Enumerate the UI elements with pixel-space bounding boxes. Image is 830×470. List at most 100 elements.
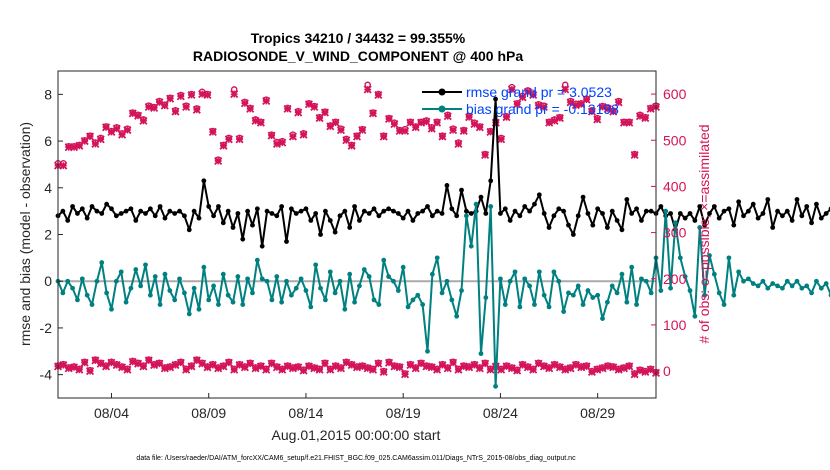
bias-point — [566, 290, 571, 296]
bias-point — [687, 288, 693, 293]
bias-point — [138, 283, 144, 289]
axes: -4 -2 0 2 4 6 8 0 100 200 300 400 500 600 08/04 08/09 08… — [40, 86, 687, 421]
rmse-point — [707, 211, 712, 216]
obs-assimilated-marker-plus — [182, 103, 190, 111]
bias-point — [741, 278, 746, 284]
rmse-point — [463, 208, 469, 214]
bias-point — [386, 274, 392, 279]
obs-assimilated-marker-plus — [214, 157, 222, 165]
rmse-point — [726, 206, 732, 212]
obs-assimilated-marker-plus — [310, 103, 318, 111]
rmse-point — [648, 208, 654, 214]
bias-point — [760, 278, 766, 284]
obs-assimilated-marker-plus — [140, 363, 147, 370]
bias-point — [264, 278, 270, 284]
bias-point — [522, 276, 528, 282]
bias-point — [444, 278, 450, 284]
bias-point — [736, 269, 742, 275]
rmse-point — [240, 236, 246, 242]
bias-point — [318, 285, 323, 291]
rmse-point — [770, 225, 776, 230]
rmse-point — [575, 213, 581, 219]
obs-assimilated-marker-plus — [556, 114, 564, 122]
y-right-tick-label: 500 — [663, 132, 687, 148]
rmse-point — [60, 208, 66, 214]
obs-assimilated-marker-plus — [529, 366, 537, 374]
bias-point — [488, 204, 494, 209]
rmse-point — [449, 206, 455, 212]
rmse-point — [755, 215, 761, 221]
obs-assimilated-marker-plus — [118, 131, 126, 139]
rmse-point — [429, 213, 435, 219]
bias-point — [347, 271, 353, 277]
bias-point — [459, 288, 464, 293]
bias-point — [391, 278, 396, 284]
bias-point — [639, 276, 644, 282]
rmse-point — [624, 197, 630, 202]
bias-point — [405, 304, 411, 310]
bias-point — [415, 292, 421, 298]
bias-point — [507, 278, 513, 284]
y-right-tick-label: 400 — [663, 178, 687, 194]
rmse-point — [507, 218, 513, 223]
obs-assimilated-marker-plus — [300, 131, 308, 139]
bias-point — [818, 285, 824, 291]
obs-assimilated-marker-plus — [193, 106, 201, 114]
bias-point — [162, 271, 168, 277]
obs-assimilated-marker-plus — [209, 128, 217, 136]
obs-assimilated-marker-plus — [70, 143, 78, 151]
obs-assimilated-marker-plus — [188, 91, 195, 99]
bias-point — [123, 299, 129, 305]
bias-point — [308, 304, 314, 310]
rmse-point — [760, 211, 766, 216]
rmse-point — [425, 204, 430, 209]
obs-assimilated-marker-plus — [225, 359, 233, 367]
bias-point — [113, 278, 119, 284]
obs-assimilated-marker-plus — [374, 360, 382, 368]
obs-assimilated-marker-plus — [364, 86, 372, 93]
rmse-point — [546, 225, 552, 230]
obs-assimilated-marker-plus — [124, 366, 131, 374]
obs-assimilated-marker-plus — [150, 104, 158, 112]
rmse-point — [745, 208, 751, 214]
y-left-tick-label: 2 — [44, 227, 52, 243]
obs-assimilated-marker-plus — [561, 86, 569, 93]
obs-assimilated-marker-plus — [444, 364, 452, 372]
rmse-point — [274, 213, 280, 219]
bias-point — [182, 290, 187, 296]
obs-assimilated-marker-plus — [262, 97, 270, 105]
bias-point — [609, 283, 615, 289]
rmse-point — [784, 208, 790, 214]
obs-assimilated-marker-plus — [412, 364, 420, 372]
bias-point — [143, 262, 148, 268]
rmse-point — [789, 218, 795, 223]
rmse-point — [191, 208, 197, 214]
rmse-point — [94, 208, 100, 214]
rmse-point — [235, 211, 241, 216]
rmse-point — [532, 201, 537, 207]
obs-assimilated-marker-plus — [241, 99, 249, 107]
obs-assimilated-marker-plus — [230, 366, 238, 374]
bias-point — [682, 274, 688, 279]
rmse-point — [551, 213, 557, 219]
obs-assimilated-marker-plus — [641, 114, 649, 122]
obs-assimilated-marker-plus — [348, 142, 356, 150]
rmse-point — [109, 206, 114, 212]
x-tick-label: 08/09 — [191, 405, 226, 421]
bias-point — [643, 278, 649, 284]
bias-point — [498, 276, 503, 282]
bias-point — [692, 313, 698, 319]
rmse-point — [352, 204, 357, 209]
obs-assimilated-marker-plus — [353, 363, 361, 371]
bias-point — [439, 290, 445, 296]
rmse-point — [386, 206, 392, 212]
bias-point — [104, 290, 110, 296]
obs-assimilated-marker-plus — [140, 117, 147, 125]
obs-assimilated-marker-plus — [204, 91, 211, 99]
bias-point — [668, 285, 673, 291]
rmse-point — [337, 213, 343, 219]
bias-point — [201, 264, 207, 270]
obs-assimilated-marker-plus — [374, 91, 382, 99]
obs-assimilated-marker-plus — [503, 113, 510, 121]
bias-point — [332, 290, 338, 296]
